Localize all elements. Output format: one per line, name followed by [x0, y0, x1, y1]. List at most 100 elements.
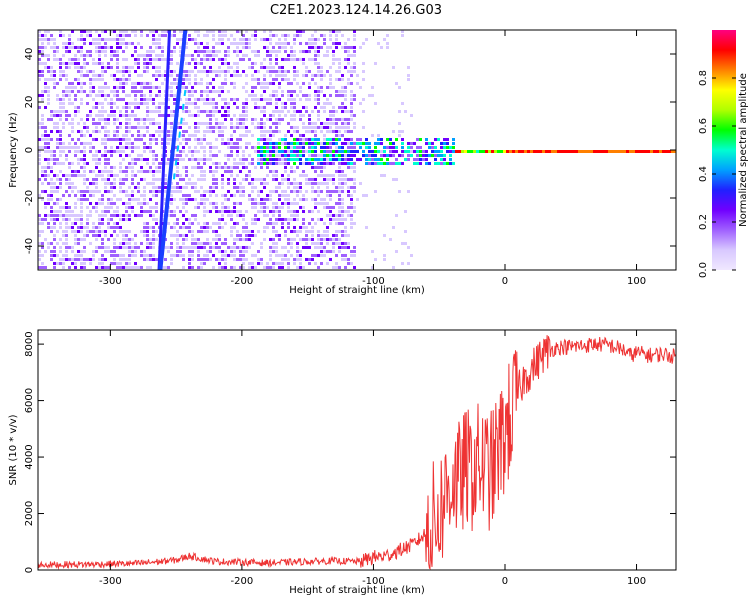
spectrogram-cell: [269, 126, 272, 129]
spectrogram-cell: [251, 198, 254, 201]
spectrogram-cell: [86, 214, 89, 217]
spectrogram-cell: [206, 114, 209, 117]
spectrogram-cell: [155, 70, 158, 73]
spectrogram-cell: [248, 230, 251, 233]
spectrogram-cell: [251, 230, 254, 233]
spectrogram-cell: [80, 54, 83, 57]
spectrogram-cell: [320, 250, 323, 253]
spectrogram-cell: [236, 174, 239, 177]
spectrogram-cell: [272, 262, 275, 265]
spectrogram-cell: [56, 114, 59, 117]
spectrogram-cell: [314, 54, 317, 57]
spectrogram-cell: [101, 50, 104, 53]
spectrogram-cell: [158, 38, 161, 41]
spectrogram-cell: [188, 82, 191, 85]
spectrogram-cell: [47, 246, 50, 249]
spectrogram-cell: [212, 110, 215, 113]
spectrogram-cell: [218, 86, 221, 89]
spectrogram-cell: [194, 246, 197, 249]
spectrogram-cell: [287, 142, 290, 145]
spectrogram-cell: [122, 170, 125, 173]
spectrogram-cell: [89, 30, 92, 33]
spectrogram-cell: [383, 154, 386, 157]
spectrogram-cell: [590, 150, 593, 153]
spectrogram-cell: [104, 118, 107, 121]
spectrogram-cell: [287, 206, 290, 209]
spectrogram-cell: [308, 146, 311, 149]
spectrogram-cell: [233, 38, 236, 41]
spectrogram-cell: [86, 234, 89, 237]
spectrogram-cell: [146, 58, 149, 61]
spectrogram-cell: [365, 142, 368, 145]
spectrogram-cell: [422, 154, 425, 157]
spectrogram-cell: [221, 30, 224, 33]
spectrogram-cell: [137, 182, 140, 185]
spectrogram-cell: [167, 114, 170, 117]
spectrogram-cell: [308, 98, 311, 101]
spectrogram-cell: [62, 70, 65, 73]
spectrogram-cell: [146, 50, 149, 53]
spectrogram-cell: [71, 86, 74, 89]
spectrogram-cell: [326, 178, 329, 181]
spectrogram-cell: [113, 254, 116, 257]
spectrogram-cell: [314, 146, 317, 149]
spectrogram-cell: [176, 42, 179, 45]
spectrogram-cell: [128, 246, 131, 249]
spectrogram-cell: [125, 66, 128, 69]
spectrogram-cell: [98, 38, 101, 41]
spectrogram-cell: [86, 198, 89, 201]
spectrogram-cell: [89, 210, 92, 213]
spectrogram-cell: [92, 182, 95, 185]
spectrogram-cell: [578, 150, 581, 153]
spectrogram-cell: [320, 142, 323, 145]
spectrogram-cell: [236, 154, 239, 157]
spectrogram-cell: [176, 234, 179, 237]
spectrogram-cell: [200, 166, 203, 169]
spectrogram-cell: [122, 38, 125, 41]
spectrogram-cell: [203, 58, 206, 61]
spectrogram-cell: [191, 222, 194, 225]
spectrogram-cell: [173, 110, 176, 113]
spectrogram-cell: [275, 62, 278, 65]
spectrogram-cell: [197, 106, 200, 109]
spectrogram-cell: [296, 182, 299, 185]
spectrogram-cell: [98, 174, 101, 177]
spectrogram-cell: [224, 166, 227, 169]
spectrogram-cell: [89, 146, 92, 149]
spectrogram-cell: [404, 210, 407, 213]
spectrogram-cell: [128, 194, 131, 197]
spectrogram-cell: [236, 118, 239, 121]
spectrogram-cell: [221, 126, 224, 129]
spectrogram-cell: [98, 226, 101, 229]
spectrogram-cell: [296, 214, 299, 217]
spectrogram-cell: [104, 42, 107, 45]
spectrogram-cell: [206, 238, 209, 241]
spectrogram-cell: [350, 206, 353, 209]
spectrogram-cell: [155, 122, 158, 125]
spectrogram-cell: [167, 158, 170, 161]
spectrogram-cell: [224, 142, 227, 145]
spectrogram-cell: [59, 162, 62, 165]
spectrogram-cell: [140, 194, 143, 197]
spectrogram-cell: [275, 190, 278, 193]
spectrogram-cell: [155, 170, 158, 173]
spectrogram-cell: [77, 50, 80, 53]
spectrogram-cell: [218, 222, 221, 225]
spectrogram-cell: [53, 58, 56, 61]
spectrogram-cell: [215, 230, 218, 233]
spectrogram-cell: [281, 254, 284, 257]
spectrogram-cell: [308, 230, 311, 233]
spectrogram-cell: [158, 130, 161, 133]
spectrogram-cell: [236, 122, 239, 125]
spectrogram-cell: [215, 122, 218, 125]
spectrogram-cell: [290, 230, 293, 233]
spectrogram-cell: [59, 246, 62, 249]
spectrogram-cell: [83, 238, 86, 241]
spectrogram-cell: [320, 34, 323, 37]
spectrogram-cell: [248, 42, 251, 45]
spectrogram-cell: [329, 122, 332, 125]
spectrogram-cell: [107, 118, 110, 121]
spectrogram-cell: [113, 94, 116, 97]
spectrogram-cell: [104, 170, 107, 173]
spectrogram-cell: [203, 154, 206, 157]
